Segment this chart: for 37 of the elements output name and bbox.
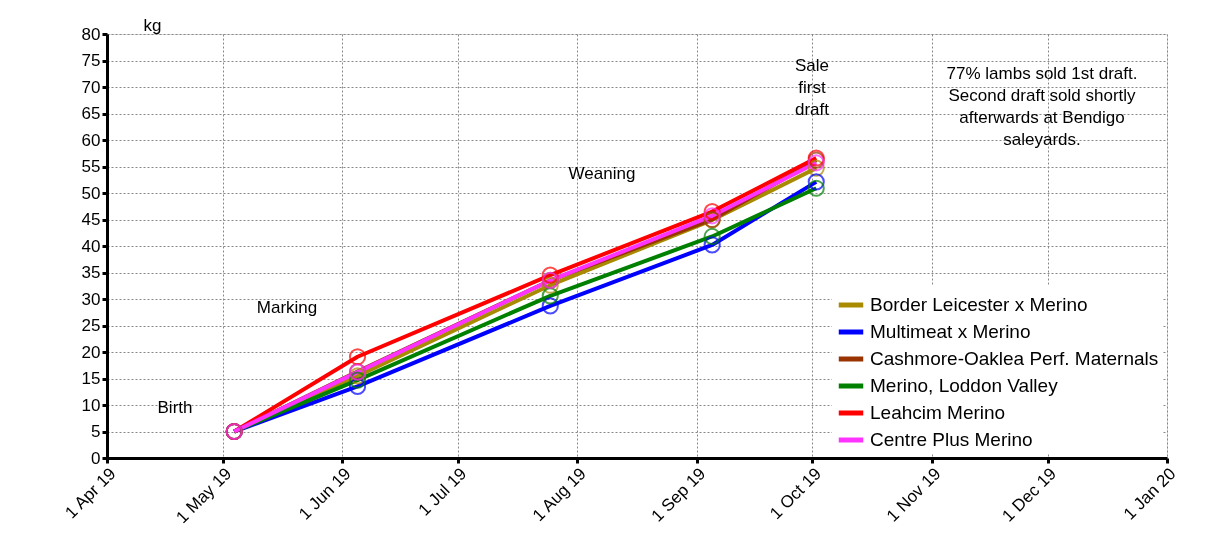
x-tick-label: 1 Jan 20: [1119, 464, 1180, 524]
legend-label: Leahcim Merino: [870, 402, 1006, 423]
y-tick-label: 30: [81, 289, 101, 309]
x-tick-label: 1 Oct 19: [766, 464, 825, 523]
y-tick-label: 35: [81, 263, 101, 282]
y-tick-label: 45: [81, 210, 101, 229]
x-tick-label: 1 Sep 19: [647, 464, 710, 526]
y-tick-label: 40: [81, 236, 101, 256]
legend-label: Merino, Loddon Valley: [870, 375, 1059, 396]
y-tick-label: 20: [81, 342, 101, 362]
legend-label: Multimeat x Merino: [870, 321, 1031, 342]
y-tick-label: 25: [81, 316, 101, 335]
y-tick-label: 15: [81, 369, 101, 388]
y-tick-label: 80: [81, 24, 101, 44]
x-tick-label: 1 May 19: [172, 464, 236, 527]
annotation: Birth: [157, 398, 193, 417]
y-tick-label: 5: [91, 422, 101, 441]
annotation: Weaning: [568, 164, 636, 183]
y-tick-label: 70: [81, 77, 101, 97]
y-axis-title: kg: [143, 15, 162, 35]
annotation: 77% lambs sold 1st draft. Second draft sold shortly afterwards at Bendigo saleyards.: [946, 64, 1138, 149]
annotation: Marking: [256, 298, 318, 317]
x-tick-label: 1 Aug 19: [528, 464, 590, 525]
legend-label: Centre Plus Merino: [870, 429, 1033, 450]
legend-label: Border Leicester x Merino: [870, 294, 1088, 315]
x-tick-label: 1 Nov 19: [882, 464, 945, 526]
x-tick-label: 1 Jul 19: [414, 464, 471, 520]
y-tick-label: 50: [81, 183, 101, 203]
y-tick-label: 55: [81, 157, 101, 176]
y-tick-label: 10: [81, 395, 101, 415]
x-tick-label: 1 Jun 19: [295, 464, 355, 524]
y-tick-label: 60: [81, 130, 101, 150]
legend-label: Cashmore-Oaklea Perf. Maternals: [870, 348, 1159, 369]
annotation: Sale first draft: [794, 56, 830, 119]
y-tick-label: 75: [81, 51, 101, 70]
x-tick-label: 1 Dec 19: [998, 464, 1061, 526]
y-tick-label: 65: [81, 104, 101, 123]
